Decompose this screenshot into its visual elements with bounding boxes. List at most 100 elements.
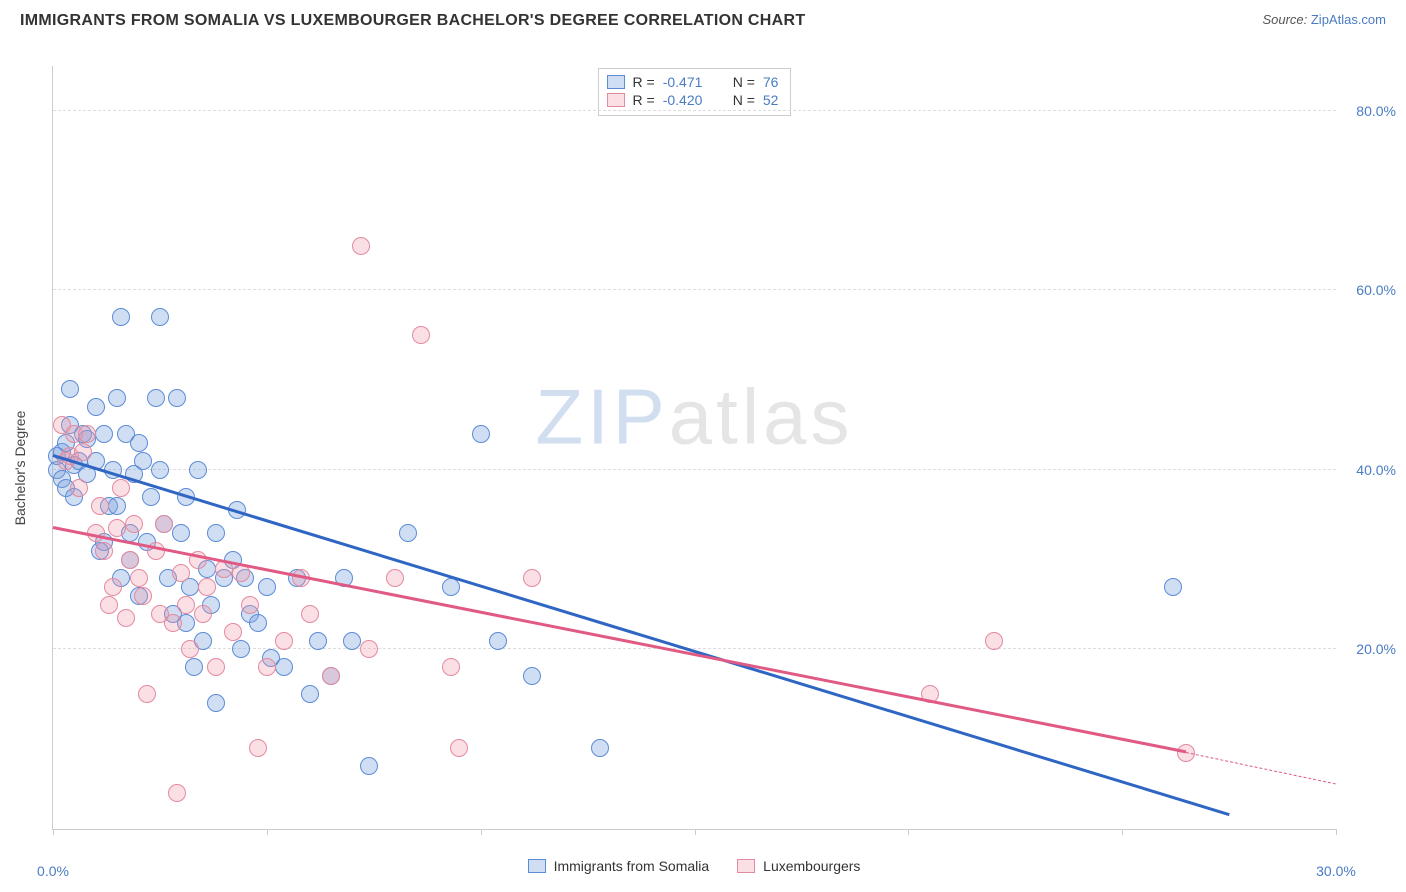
scatter-point-b [134,587,152,605]
scatter-point-a [151,461,169,479]
scatter-point-b [322,667,340,685]
x-tick [1122,829,1123,835]
scatter-point-a [591,739,609,757]
x-tick [267,829,268,835]
watermark-suffix: atlas [669,372,854,460]
scatter-point-b [70,479,88,497]
scatter-point-b [100,596,118,614]
scatter-point-b [450,739,468,757]
y-tick-label: 40.0% [1346,462,1396,478]
scatter-point-a [147,389,165,407]
scatter-point-b [360,640,378,658]
stat-row: R = -0.420 N = 52 [607,91,779,109]
scatter-point-a [108,389,126,407]
scatter-point-a [61,380,79,398]
r-value-b: -0.420 [663,92,719,108]
scatter-point-b [194,605,212,623]
watermark-brand: ZIP [535,372,668,460]
legend: Immigrants from Somalia Luxembourgers [52,858,1336,874]
scatter-point-b [523,569,541,587]
gridline [53,110,1336,111]
scatter-point-a [130,434,148,452]
scatter-point-a [275,658,293,676]
scatter-point-b [125,515,143,533]
scatter-point-a [207,524,225,542]
scatter-point-b [198,578,216,596]
scatter-point-b [138,685,156,703]
x-tick [481,829,482,835]
scatter-point-b [207,658,225,676]
r-label: R = [633,92,655,108]
n-label: N = [733,92,755,108]
scatter-point-a [309,632,327,650]
scatter-point-a [232,640,250,658]
scatter-point-a [360,757,378,775]
scatter-point-b [91,497,109,515]
scatter-point-b [155,515,173,533]
scatter-point-b [117,609,135,627]
trendline-b-extension [1186,752,1336,784]
scatter-point-b [78,425,96,443]
swatch-series-a [607,75,625,89]
scatter-point-b [177,596,195,614]
x-tick [1336,829,1337,835]
legend-swatch-a [528,859,546,873]
legend-item-a: Immigrants from Somalia [528,858,710,874]
legend-item-b: Luxembourgers [737,858,860,874]
scatter-point-a [489,632,507,650]
x-tick [695,829,696,835]
trendline-b [53,526,1187,753]
scatter-point-b [224,623,242,641]
scatter-point-b [412,326,430,344]
scatter-point-b [104,578,122,596]
watermark: ZIPatlas [535,371,853,462]
y-tick-label: 20.0% [1346,641,1396,657]
scatter-point-b [241,596,259,614]
scatter-point-a [442,578,460,596]
scatter-point-a [172,524,190,542]
x-tick [908,829,909,835]
correlation-stats-box: R = -0.471 N = 76 R = -0.420 N = 52 [598,68,792,116]
scatter-point-a [249,614,267,632]
scatter-point-b [168,784,186,802]
scatter-point-b [172,564,190,582]
scatter-point-a [343,632,361,650]
n-value-a: 76 [763,74,779,90]
scatter-point-b [985,632,1003,650]
scatter-point-b [108,519,126,537]
scatter-point-a [95,425,113,443]
scatter-point-b [74,443,92,461]
legend-swatch-b [737,859,755,873]
scatter-point-b [386,569,404,587]
scatter-point-b [112,479,130,497]
scatter-point-a [399,524,417,542]
chart-title: IMMIGRANTS FROM SOMALIA VS LUXEMBOURGER … [20,12,805,30]
scatter-point-b [352,237,370,255]
n-value-b: 52 [763,92,779,108]
scatter-point-b [442,658,460,676]
scatter-point-a [523,667,541,685]
source-link[interactable]: ZipAtlas.com [1311,12,1386,27]
swatch-series-b [607,93,625,107]
scatter-point-a [108,497,126,515]
r-label: R = [633,74,655,90]
source-attribution: Source: ZipAtlas.com [1262,12,1386,27]
scatter-point-a [472,425,490,443]
x-tick [53,829,54,835]
scatter-point-a [168,389,186,407]
scatter-point-a [112,308,130,326]
scatter-point-a [151,308,169,326]
plot-region: ZIPatlas R = -0.471 N = 76 R = -0.420 N … [52,66,1336,830]
y-axis-label: Bachelor's Degree [12,411,28,526]
n-label: N = [733,74,755,90]
r-value-a: -0.471 [663,74,719,90]
gridline [53,289,1336,290]
scatter-point-a [189,461,207,479]
scatter-point-b [181,640,199,658]
scatter-point-b [249,739,267,757]
scatter-point-a [87,398,105,416]
y-tick-label: 80.0% [1346,103,1396,119]
scatter-point-b [301,605,319,623]
scatter-point-b [121,551,139,569]
scatter-point-a [185,658,203,676]
